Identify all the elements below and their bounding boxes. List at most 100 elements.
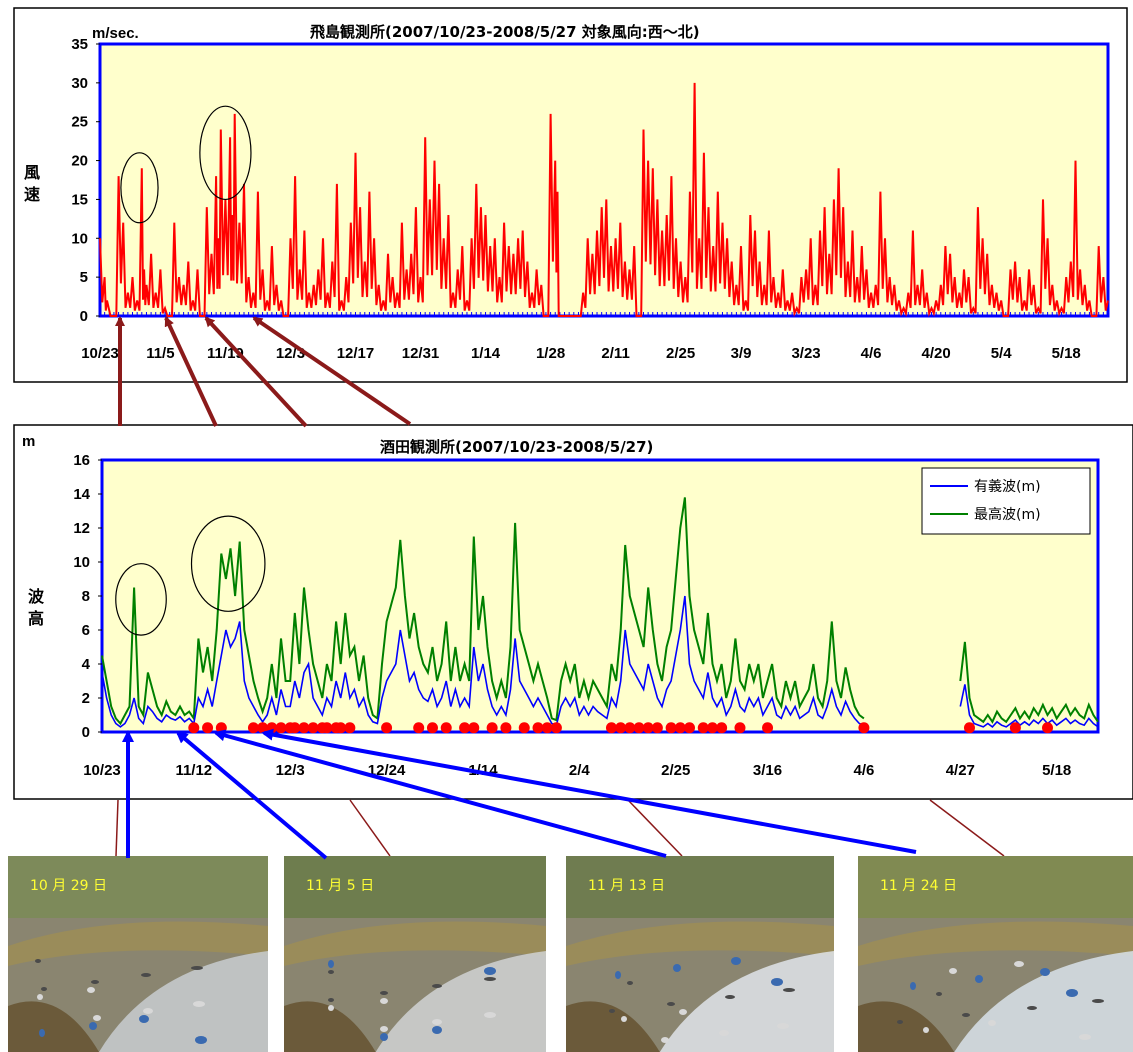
event-dot xyxy=(541,722,553,734)
photo-debris xyxy=(975,975,983,983)
highlight-circle xyxy=(115,563,167,636)
event-dot xyxy=(289,722,301,734)
event-dot xyxy=(307,722,319,734)
event-dot xyxy=(486,722,498,734)
photo-debris xyxy=(91,980,99,984)
photo-debris xyxy=(484,967,496,975)
photo-debris xyxy=(484,977,496,981)
highlight-circle xyxy=(120,152,159,224)
max-wave-series-2 xyxy=(959,641,1099,724)
significant-wave-series xyxy=(101,595,865,728)
event-dot xyxy=(344,722,356,734)
photo-1: 10 月 29 日 xyxy=(8,856,268,1052)
x-tick-label: 12/24 xyxy=(368,762,406,779)
photo-debris xyxy=(39,1029,45,1037)
event-dot xyxy=(426,722,438,734)
photo-debris xyxy=(679,1009,687,1015)
y-tick-label: 10 xyxy=(73,554,90,571)
wind-x-minor-ticks xyxy=(99,312,1109,316)
photo-date-label: 11 月 13 日 xyxy=(588,878,665,894)
event-dot xyxy=(963,722,975,734)
x-tick-label: 2/25 xyxy=(661,762,690,779)
blue-arrow-2 xyxy=(175,731,328,860)
photo-debris xyxy=(1092,999,1104,1003)
x-tick-label: 10/23 xyxy=(81,345,119,362)
photo-to-wave-arrows xyxy=(122,728,917,860)
x-tick-label: 11/12 xyxy=(175,762,212,779)
event-dot xyxy=(642,722,654,734)
event-dot xyxy=(459,722,471,734)
connector-line-4 xyxy=(929,799,1005,857)
photo-3: 11 月 13 日 xyxy=(566,856,834,1052)
photo-debris xyxy=(667,1002,675,1006)
event-dot xyxy=(440,722,452,734)
photo-debris xyxy=(432,1026,442,1034)
photo-debris xyxy=(962,1013,970,1017)
connector-line-3 xyxy=(627,799,683,857)
event-dot xyxy=(532,722,544,734)
event-dot xyxy=(550,722,562,734)
photo-date-label: 11 月 24 日 xyxy=(880,878,957,894)
beach-photos: 10 月 29 日 11 月 5 日 11 月 13 日 11 月 24 日 xyxy=(8,856,1133,1052)
x-tick-label: 12/31 xyxy=(402,345,440,362)
photo-debris xyxy=(89,1022,97,1030)
significant-wave-series-2 xyxy=(959,684,1099,728)
photo-debris xyxy=(1066,989,1078,997)
event-dot xyxy=(605,722,617,734)
event-dot xyxy=(188,722,200,734)
photo-grass-slope xyxy=(284,921,546,966)
photo-debris xyxy=(923,1027,929,1033)
x-tick-label: 10/23 xyxy=(83,762,121,779)
y-tick-label: 8 xyxy=(82,588,90,605)
event-dot xyxy=(665,722,677,734)
photo-foreground-shrub xyxy=(858,1001,955,1052)
photo-debris xyxy=(725,995,735,999)
y-tick-label: 4 xyxy=(82,656,91,673)
photo-foreground-shrub xyxy=(8,1001,99,1052)
x-tick-label: 11/5 xyxy=(146,345,174,362)
photo-debris xyxy=(621,1016,627,1022)
wind-chart-title: 飛島観測所(2007/10/23-2008/5/27 対象風向:西～北) xyxy=(309,23,700,41)
y-tick-label: 0 xyxy=(80,308,88,325)
event-dot xyxy=(858,722,870,734)
y-tick-label: 2 xyxy=(82,690,90,707)
photo-debris xyxy=(627,981,633,985)
blue-arrow-4 xyxy=(261,728,917,854)
x-tick-label: 1/28 xyxy=(536,345,565,362)
event-dot xyxy=(335,722,347,734)
event-dot xyxy=(684,722,696,734)
y-tick-label: 12 xyxy=(73,520,90,537)
max-wave-series xyxy=(101,497,865,726)
wind-x-ticks: 10/23 11/5 11/19 12/3 12/17 12/31 1/14 1/28 2/11… xyxy=(81,345,1081,362)
x-tick-label: 2/4 xyxy=(569,762,591,779)
photo-debris xyxy=(139,1015,149,1023)
event-dot xyxy=(734,722,746,734)
x-tick-label: 4/27 xyxy=(946,762,975,779)
x-tick-label: 5/4 xyxy=(991,345,1013,362)
event-dot xyxy=(697,722,709,734)
y-tick-label: 35 xyxy=(71,36,88,53)
event-dot xyxy=(674,722,686,734)
photo-grass-slope xyxy=(8,921,268,966)
photo-foreground-shrub xyxy=(284,1001,376,1052)
y-tick-label: 30 xyxy=(71,75,88,92)
y-tick-label: 0 xyxy=(82,724,90,741)
photo-debris xyxy=(988,1020,996,1026)
photo-date-label: 11 月 5 日 xyxy=(306,878,374,894)
y-tick-label: 10 xyxy=(71,230,88,247)
photo-water xyxy=(99,951,268,1052)
legend-box xyxy=(921,467,1091,535)
event-dot xyxy=(651,722,663,734)
wind-y-ticks: 0 5 10 15 20 25 30 35 xyxy=(71,36,100,325)
event-dot xyxy=(500,722,512,734)
event-dot xyxy=(615,722,627,734)
photo-debris xyxy=(1079,1034,1091,1040)
photo-debris xyxy=(609,1009,615,1013)
wind-highlight-circles xyxy=(120,105,252,224)
photo-debris xyxy=(949,968,957,974)
photo-debris xyxy=(783,988,795,992)
photo-vegetation xyxy=(858,856,1133,918)
event-dot xyxy=(413,722,425,734)
legend-label-max: 最高波(m) xyxy=(974,506,1041,523)
photo-date-label: 10 月 29 日 xyxy=(30,878,107,894)
